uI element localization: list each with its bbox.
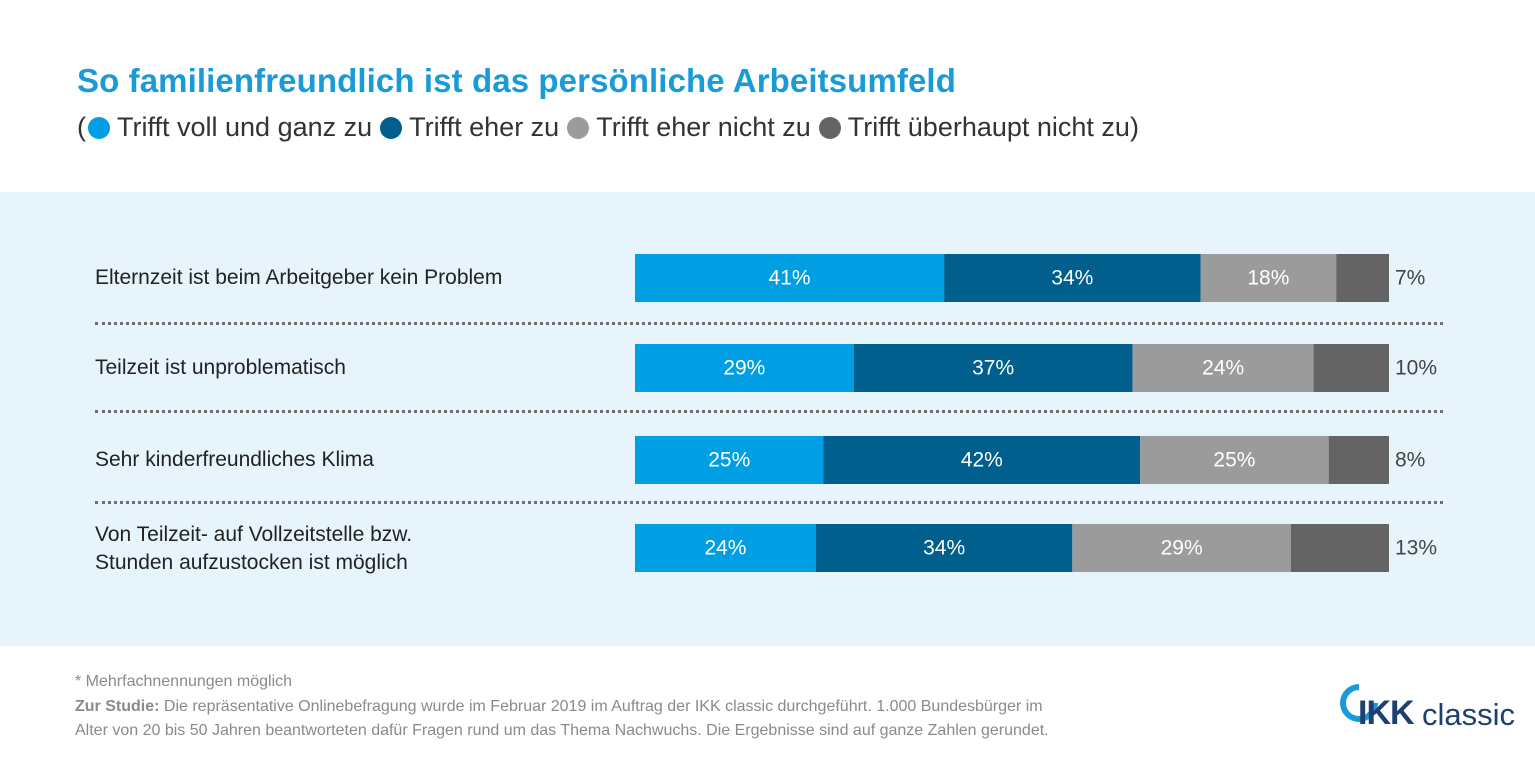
data-label: 24%: [704, 537, 746, 560]
legend-open-paren: (: [77, 112, 86, 142]
study-note: Zur Studie: Die repräsentative Onlinebef…: [75, 695, 1049, 743]
bar-segment: [1132, 344, 1314, 392]
legend-dot-icon: [567, 116, 590, 139]
legend-close-paren: ): [1129, 112, 1139, 142]
legend-item-eher-nicht: Trifft eher nicht zu: [567, 112, 811, 143]
data-label: 8%: [1395, 449, 1425, 472]
legend-item-ueberhaupt-nicht: Trifft überhaupt nicht zu: [818, 112, 1130, 143]
bar-segment: [635, 436, 824, 484]
data-label: 24%: [1202, 357, 1244, 380]
data-label: 42%: [961, 449, 1003, 472]
legend-label: Trifft eher nicht zu: [596, 112, 811, 142]
bar-segment: [823, 436, 1141, 484]
bar-segment: [1290, 524, 1389, 572]
bar-segment: [635, 254, 945, 302]
legend-dot-icon: [380, 116, 403, 139]
study-label: Zur Studie:: [75, 698, 160, 715]
data-label: 7%: [1395, 267, 1425, 290]
bar-segment: [1336, 254, 1389, 302]
bar-segment: [853, 344, 1133, 392]
data-label: 25%: [1213, 449, 1255, 472]
data-label: 34%: [1051, 267, 1093, 290]
data-label: 41%: [769, 267, 811, 290]
legend-item-eher: Trifft eher zu: [380, 112, 559, 143]
row-label-aufstocken: Von Teilzeit- auf Vollzeitstelle bzw. St…: [95, 523, 413, 574]
bar-segment: [1328, 436, 1389, 484]
logo-ikk-text: IKK: [1358, 694, 1415, 732]
bar-segment: [944, 254, 1201, 302]
ikk-classic-logo: IKK classic: [1332, 676, 1515, 740]
bar-segment: [635, 524, 816, 572]
study-line-2: Alter von 20 bis 50 Jahren beantworteten…: [75, 722, 1049, 739]
chart-title: So familienfreundlich ist das persönlich…: [77, 62, 956, 99]
data-label: 25%: [708, 449, 750, 472]
legend: ( Trifft voll und ganz zu Trifft eher zu…: [77, 112, 1139, 143]
row-label-klima: Sehr kinderfreundliches Klima: [95, 448, 374, 471]
legend-label: Trifft eher zu: [409, 112, 560, 142]
legend-item-voll: Trifft voll und ganz zu: [88, 112, 372, 143]
data-label: 10%: [1395, 357, 1437, 380]
legend-dot-icon: [818, 116, 841, 139]
row-separator: [95, 410, 1443, 413]
row-separator: [95, 501, 1443, 504]
bar-segment: [1200, 254, 1337, 302]
row-label-elternzeit: Elternzeit ist beim Arbeitgeber kein Pro…: [95, 266, 503, 289]
bar-segment: [815, 524, 1073, 572]
data-label: 34%: [923, 537, 965, 560]
legend-label: Trifft voll und ganz zu: [117, 112, 373, 142]
bar-segment: [1072, 524, 1291, 572]
data-label: 29%: [723, 357, 765, 380]
legend-label: Trifft überhaupt nicht zu: [847, 112, 1130, 142]
legend-dot-icon: [88, 116, 110, 139]
data-label: 13%: [1395, 537, 1437, 560]
study-line-1: Die repräsentative Onlinebefragung wurde…: [163, 698, 1043, 715]
data-label: 29%: [1161, 537, 1203, 560]
bar-segment: [635, 344, 854, 392]
data-label: 37%: [972, 357, 1014, 380]
data-label: 18%: [1247, 267, 1289, 290]
row-separator: [95, 322, 1443, 325]
bar-segment: [1313, 344, 1389, 392]
footnote: * Mehrfachnennungen möglich: [75, 673, 293, 690]
bar-segment: [1140, 436, 1329, 484]
logo-classic-text: classic: [1422, 697, 1516, 732]
row-label-teilzeit: Teilzeit ist unproblematisch: [95, 356, 346, 379]
